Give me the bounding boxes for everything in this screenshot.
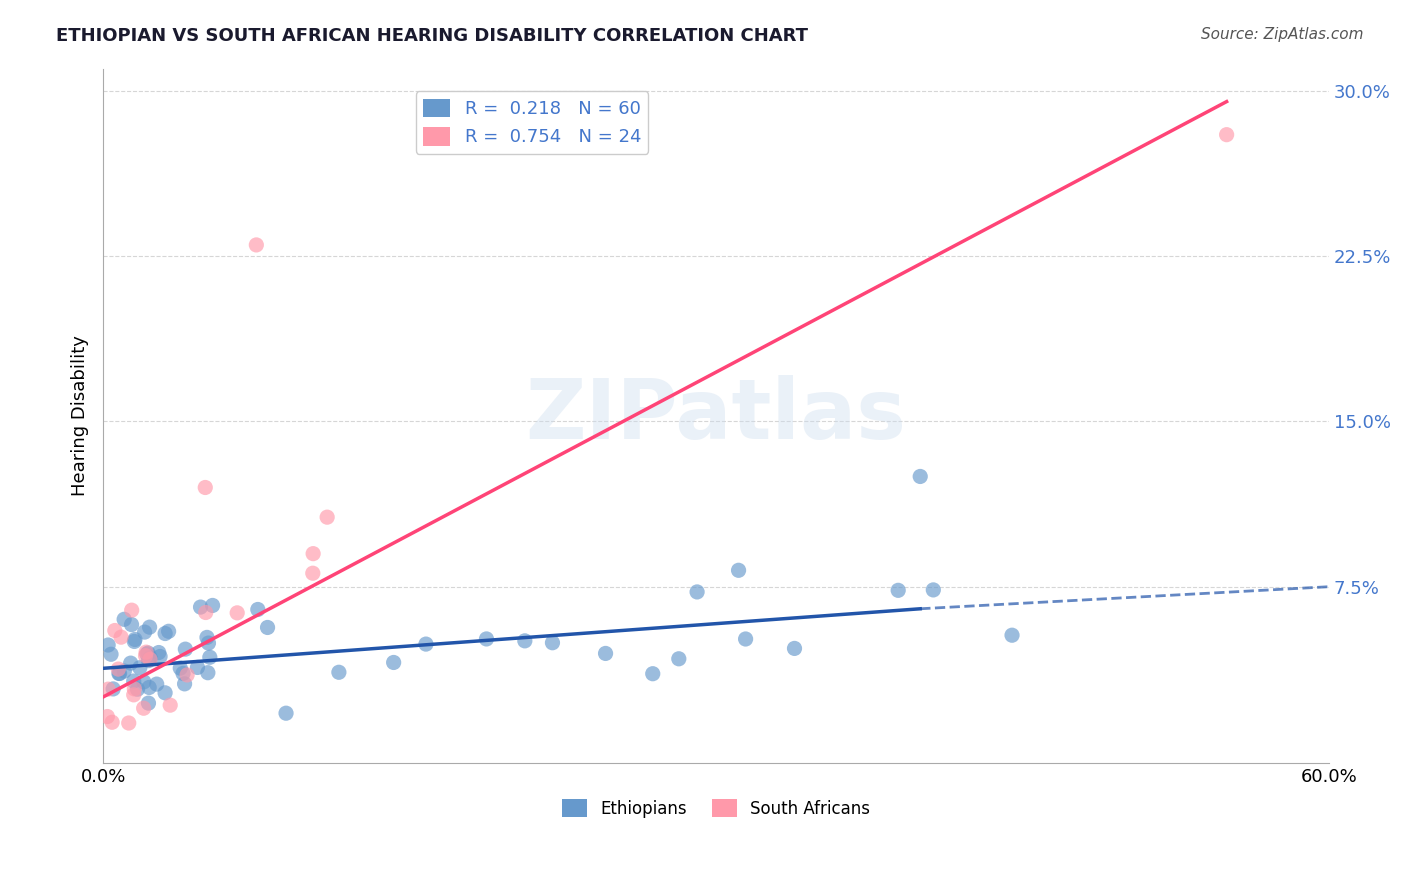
Text: ETHIOPIAN VS SOUTH AFRICAN HEARING DISABILITY CORRELATION CHART: ETHIOPIAN VS SOUTH AFRICAN HEARING DISAB… — [56, 27, 808, 45]
South Africans — [1215, 128, 1237, 142]
Text: ZIPatlas: ZIPatlas — [526, 376, 907, 457]
South Africans — [135, 648, 157, 663]
Ethiopians — [475, 632, 498, 646]
Ethiopians — [138, 681, 160, 695]
Ethiopians — [138, 620, 160, 634]
South Africans — [124, 681, 146, 696]
Ethiopians — [97, 638, 120, 652]
South Africans — [132, 701, 155, 715]
South Africans — [194, 481, 217, 495]
South Africans — [107, 662, 129, 676]
Ethiopians — [541, 636, 564, 650]
Ethiopians — [124, 634, 146, 648]
Legend: Ethiopians, South Africans: Ethiopians, South Africans — [555, 793, 877, 824]
South Africans — [122, 688, 145, 702]
Ethiopians — [1001, 628, 1024, 642]
Ethiopians — [169, 661, 191, 675]
South Africans — [245, 238, 267, 252]
Ethiopians — [201, 599, 224, 613]
Ethiopians — [783, 641, 806, 656]
Ethiopians — [195, 631, 218, 645]
Ethiopians — [153, 686, 176, 700]
Ethiopians — [922, 582, 945, 597]
South Africans — [96, 709, 118, 723]
South Africans — [316, 510, 339, 524]
South Africans — [135, 645, 157, 659]
South Africans — [301, 566, 323, 581]
Ethiopians — [100, 647, 122, 661]
Ethiopians — [274, 706, 297, 721]
Ethiopians — [128, 661, 150, 675]
Ethiopians — [382, 656, 405, 670]
South Africans — [226, 606, 249, 620]
Ethiopians — [134, 625, 156, 640]
South Africans — [97, 682, 120, 697]
Ethiopians — [153, 626, 176, 640]
Ethiopians — [124, 632, 146, 647]
Ethiopians — [595, 647, 617, 661]
Y-axis label: Hearing Disability: Hearing Disability — [72, 335, 89, 496]
Ethiopians — [197, 636, 219, 650]
Ethiopians — [686, 585, 709, 599]
Ethiopians — [122, 674, 145, 689]
Ethiopians — [139, 650, 162, 665]
Ethiopians — [138, 654, 160, 668]
South Africans — [302, 547, 325, 561]
Ethiopians — [328, 665, 350, 680]
Ethiopians — [112, 664, 135, 678]
South Africans — [101, 715, 124, 730]
Ethiopians — [641, 666, 664, 681]
Ethiopians — [132, 674, 155, 689]
South Africans — [118, 716, 141, 731]
Ethiopians — [108, 666, 131, 681]
Ethiopians — [186, 660, 208, 674]
Ethiopians — [108, 666, 131, 681]
Ethiopians — [157, 624, 180, 639]
South Africans — [104, 624, 127, 638]
Ethiopians — [145, 677, 167, 691]
Ethiopians — [135, 647, 157, 661]
South Africans — [194, 606, 217, 620]
Ethiopians — [190, 600, 212, 615]
South Africans — [139, 652, 162, 666]
Ethiopians — [138, 696, 160, 710]
Ethiopians — [198, 650, 221, 665]
Ethiopians — [148, 646, 170, 660]
Ethiopians — [121, 617, 143, 632]
Ethiopians — [256, 620, 278, 634]
Text: Source: ZipAtlas.com: Source: ZipAtlas.com — [1201, 27, 1364, 42]
Ethiopians — [727, 563, 749, 577]
Ethiopians — [513, 633, 536, 648]
Ethiopians — [172, 666, 194, 681]
Ethiopians — [887, 583, 910, 598]
Ethiopians — [136, 646, 159, 660]
Ethiopians — [149, 649, 172, 664]
South Africans — [176, 668, 198, 682]
Ethiopians — [908, 469, 931, 483]
Ethiopians — [127, 682, 149, 697]
Ethiopians — [734, 632, 756, 646]
Ethiopians — [173, 677, 195, 691]
South Africans — [159, 698, 181, 713]
Ethiopians — [246, 602, 269, 616]
Ethiopians — [197, 665, 219, 680]
Ethiopians — [112, 612, 135, 626]
South Africans — [110, 630, 132, 644]
Ethiopians — [668, 652, 690, 666]
Ethiopians — [415, 637, 437, 651]
Ethiopians — [120, 656, 142, 670]
South Africans — [121, 603, 143, 617]
Ethiopians — [174, 642, 197, 657]
Ethiopians — [101, 681, 124, 696]
